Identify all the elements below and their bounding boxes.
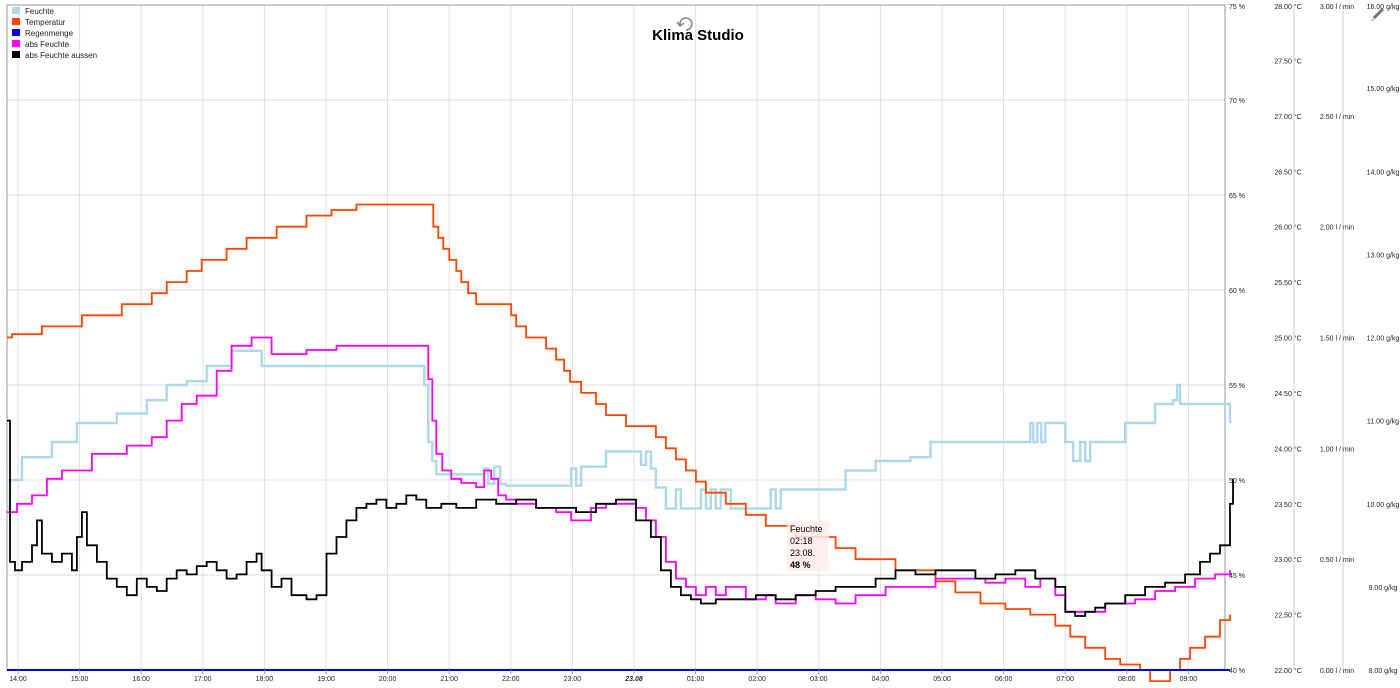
x-tick-label: 15:00 bbox=[71, 676, 89, 683]
y-tick-label: 28.00 °C bbox=[1274, 3, 1301, 11]
tooltip-series: Feuchte bbox=[790, 524, 823, 534]
y-tick-label: 55 % bbox=[1229, 383, 1245, 390]
x-tick-label: 21:00 bbox=[440, 676, 458, 683]
x-tick-label: 17:00 bbox=[194, 676, 212, 683]
x-tick-label: 05:00 bbox=[933, 676, 951, 683]
x-tick-label: 01:00 bbox=[687, 676, 705, 683]
y-tick-label: 70 % bbox=[1229, 98, 1245, 105]
x-tick-label: 09:00 bbox=[1180, 676, 1198, 683]
legend-swatch bbox=[12, 18, 20, 25]
y-tick-label: 9.00 g/kg bbox=[1369, 585, 1398, 592]
y-axes: 40 % 45 % 50 % 55 % 60 % 65 % 70 % 75 % 22.00 °C… bbox=[1229, 3, 1399, 675]
x-tick-label: 02:00 bbox=[748, 676, 766, 683]
y-tick-label: 8.00 g/kg bbox=[1369, 668, 1398, 675]
y-tick-label: 26.50 °C bbox=[1274, 168, 1301, 176]
x-tick-label: 23:00 bbox=[564, 676, 582, 683]
legend-label: Temperatur bbox=[25, 18, 66, 27]
legend-item[interactable]: Temperatur bbox=[12, 18, 66, 27]
y-tick-label: 12.00 g/kg bbox=[1367, 336, 1400, 343]
legend-label: abs Feuchte bbox=[25, 40, 70, 49]
tooltip-time: 02:18 bbox=[790, 536, 813, 546]
legend-label: abs Feuchte aussen bbox=[25, 51, 97, 60]
y-tick-label: 26.00 °C bbox=[1274, 224, 1301, 232]
y-tick-label: 40 % bbox=[1229, 668, 1245, 675]
y-axis-temperature: 22.00 °C 22.50 °C 23.00 °C 23.50 °C 24.00 °C… bbox=[1274, 3, 1301, 675]
tooltip-date: 23.08. bbox=[790, 548, 815, 558]
y-tick-label: 2.00 l / min bbox=[1320, 225, 1354, 232]
y-tick-label: 60 % bbox=[1229, 288, 1245, 295]
y-tick-label: 27.00 °C bbox=[1274, 113, 1301, 121]
y-tick-label: 24.50 °C bbox=[1274, 390, 1301, 398]
legend-swatch bbox=[12, 51, 20, 58]
y-tick-label: 11.00 g/kg bbox=[1367, 419, 1399, 426]
y-tick-label: 65 % bbox=[1229, 193, 1245, 200]
y-tick-label: 1.00 l / min bbox=[1320, 446, 1354, 453]
y-tick-label: 13.00 g/kg bbox=[1367, 252, 1400, 259]
y-tick-label: 45 % bbox=[1229, 573, 1245, 580]
tooltip-value: 48 % bbox=[790, 560, 811, 570]
legend-item[interactable]: abs Feuchte aussen bbox=[12, 51, 97, 60]
legend-label: Feuchte bbox=[25, 7, 54, 16]
x-tick-label: 06:00 bbox=[995, 676, 1013, 683]
y-tick-label: 22.50 °C bbox=[1274, 612, 1301, 620]
x-tick-label: 19:00 bbox=[317, 676, 335, 683]
x-tick-label: 08:00 bbox=[1118, 676, 1136, 683]
y-tick-label: 14.00 g/kg bbox=[1367, 169, 1400, 176]
y-tick-label: 50 % bbox=[1229, 478, 1245, 485]
y-axis-humidity: 40 % 45 % 50 % 55 % 60 % 65 % 70 % 75 % bbox=[1229, 4, 1245, 675]
y-tick-label: 16.00 g/kg bbox=[1367, 4, 1400, 11]
legend: Feuchte Temperatur Regenmenge abs Feuchte ab… bbox=[12, 7, 97, 60]
y-tick-label: 27.50 °C bbox=[1274, 57, 1301, 65]
series-temperatur bbox=[7, 203, 1231, 682]
y-tick-label: 0.50 l / min bbox=[1320, 557, 1354, 564]
series-layer bbox=[7, 203, 1234, 682]
legend-swatch bbox=[12, 7, 20, 14]
y-tick-label: 23.50 °C bbox=[1274, 501, 1301, 509]
legend-swatch bbox=[12, 29, 20, 36]
reset-zoom-icon[interactable] bbox=[676, 17, 693, 31]
tooltip: Feuchte 02:18 23.08. 48 % bbox=[787, 521, 829, 571]
edit-pencil-icon[interactable] bbox=[1371, 7, 1385, 21]
y-tick-label: 1.50 l / min bbox=[1320, 336, 1354, 343]
legend-label: Regenmenge bbox=[25, 29, 74, 38]
y-tick-label: 10.00 g/kg bbox=[1367, 502, 1400, 509]
y-axis-rain: 0.00 l / min 0.50 l / min 1.00 l / min 1.50… bbox=[1320, 4, 1354, 675]
y-axis-abs: 8.00 g/kg 9.00 g/kg 10.00 g/kg 11.00 g/kg 12… bbox=[1367, 4, 1400, 675]
legend-item[interactable]: abs Feuchte bbox=[12, 40, 70, 49]
x-tick-label: 20:00 bbox=[379, 676, 397, 683]
legend-item[interactable]: Regenmenge bbox=[12, 29, 74, 38]
legend-item[interactable]: Feuchte bbox=[12, 7, 54, 16]
x-tick-label: 04:00 bbox=[872, 676, 890, 683]
y-tick-label: 75 % bbox=[1229, 4, 1245, 11]
x-tick-label: 03:00 bbox=[810, 676, 828, 683]
y-tick-label: 3.00 l / min bbox=[1320, 4, 1354, 11]
x-tick-label: 16:00 bbox=[132, 676, 150, 683]
x-tick-label: 14:00 bbox=[9, 676, 27, 683]
y-tick-label: 25.00 °C bbox=[1274, 335, 1301, 343]
x-tick-label: 18:00 bbox=[256, 676, 274, 683]
y-tick-label: 0.00 l / min bbox=[1320, 668, 1354, 675]
legend-swatch bbox=[12, 40, 20, 47]
chart-title: Klima Studio bbox=[652, 27, 744, 44]
tooltip-box bbox=[787, 521, 829, 571]
series-feuchte bbox=[7, 349, 1232, 510]
y-tick-label: 25.50 °C bbox=[1274, 279, 1301, 287]
y-tick-label: 15.00 g/kg bbox=[1367, 86, 1400, 93]
series-abs-feuchte bbox=[7, 336, 1231, 613]
y-tick-label: 22.00 °C bbox=[1274, 667, 1301, 675]
x-tick-label: 07:00 bbox=[1056, 676, 1074, 683]
x-tick-label: 22:00 bbox=[502, 676, 520, 683]
y-tick-label: 24.00 °C bbox=[1274, 445, 1301, 453]
x-tick-label: 23.08 bbox=[624, 676, 643, 683]
x-axis: 14:00 15:00 16:00 17:00 18:00 19:00 20:00 21:00… bbox=[9, 670, 1197, 683]
y-tick-label: 23.00 °C bbox=[1274, 556, 1301, 564]
series-abs-feuchte-aussen bbox=[7, 419, 1234, 617]
y-tick-label: 2.50 l / min bbox=[1320, 114, 1354, 121]
